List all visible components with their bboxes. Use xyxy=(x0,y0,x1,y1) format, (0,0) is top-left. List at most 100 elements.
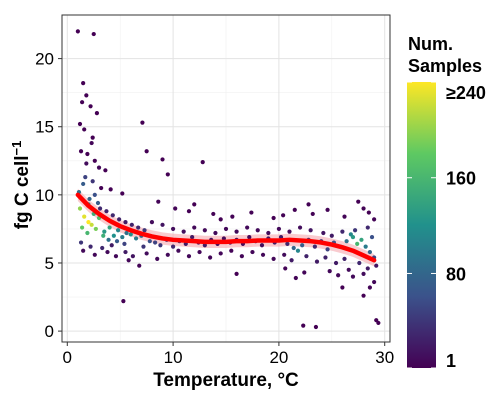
trend-layer xyxy=(75,192,377,263)
data-point xyxy=(92,252,97,257)
trend-line xyxy=(75,192,377,263)
data-point xyxy=(361,206,366,211)
data-point xyxy=(75,29,80,34)
data-point xyxy=(200,160,205,165)
data-point xyxy=(229,248,234,253)
data-point xyxy=(234,229,239,234)
data-point xyxy=(260,252,266,257)
data-point xyxy=(255,228,260,233)
data-point xyxy=(293,275,298,281)
y-tick-label: 5 xyxy=(45,254,54,273)
data-point xyxy=(107,225,112,230)
data-point xyxy=(186,254,192,259)
data-point xyxy=(111,233,116,238)
data-point xyxy=(192,202,197,207)
data-point xyxy=(271,256,276,261)
data-point xyxy=(234,271,239,276)
data-point xyxy=(78,240,84,245)
data-point xyxy=(223,226,229,232)
data-point xyxy=(93,226,98,232)
data-point xyxy=(350,274,356,279)
data-point xyxy=(336,273,341,278)
data-point xyxy=(271,215,276,221)
data-point xyxy=(121,299,126,304)
data-point xyxy=(84,93,89,98)
data-point xyxy=(117,217,122,222)
data-point xyxy=(94,111,100,116)
x-tick-label: 0 xyxy=(63,348,72,367)
data-point xyxy=(126,258,131,263)
data-point xyxy=(106,237,111,242)
data-point xyxy=(100,245,105,251)
data-point xyxy=(361,271,366,276)
data-point xyxy=(92,158,97,163)
data-point xyxy=(83,175,88,180)
data-point xyxy=(92,192,97,197)
data-point xyxy=(359,237,364,242)
data-point xyxy=(97,206,103,211)
data-point xyxy=(306,202,311,207)
data-point xyxy=(89,222,94,227)
data-point xyxy=(81,81,86,86)
y-axis-title-superscript: −1 xyxy=(9,141,24,156)
data-point xyxy=(367,285,372,290)
data-point xyxy=(147,239,152,244)
data-point xyxy=(129,222,134,227)
data-point xyxy=(102,229,107,234)
data-point xyxy=(114,239,120,244)
data-point xyxy=(245,225,250,230)
data-point xyxy=(266,230,271,236)
y-tick-label: 20 xyxy=(35,50,54,69)
data-point xyxy=(99,185,104,191)
data-point xyxy=(108,187,113,192)
data-point xyxy=(211,211,216,217)
data-point xyxy=(321,230,326,236)
data-point xyxy=(190,234,195,240)
data-point xyxy=(361,293,366,298)
data-point xyxy=(113,254,119,259)
data-point xyxy=(140,120,145,125)
data-point xyxy=(221,236,226,241)
data-point xyxy=(81,181,86,187)
data-point xyxy=(158,243,163,248)
data-point xyxy=(367,249,372,255)
data-point xyxy=(329,233,334,238)
data-point xyxy=(369,234,375,240)
data-point xyxy=(308,228,313,233)
data-point xyxy=(197,249,202,255)
data-point xyxy=(165,172,170,177)
data-point xyxy=(366,210,371,215)
gridlines xyxy=(62,15,390,342)
data-point xyxy=(291,245,296,251)
data-point xyxy=(176,248,181,253)
colorbar-tick-layer: ≥240 160 80 1 xyxy=(407,81,486,371)
data-point xyxy=(350,234,356,240)
data-point xyxy=(344,239,349,244)
data-point xyxy=(283,266,288,271)
data-point xyxy=(230,214,235,219)
data-point xyxy=(133,236,139,241)
data-point xyxy=(77,206,83,211)
data-point xyxy=(276,226,282,232)
data-point xyxy=(186,209,192,214)
data-point xyxy=(208,255,213,260)
data-point xyxy=(239,254,244,259)
data-point xyxy=(340,229,345,234)
data-point xyxy=(333,260,339,266)
data-point xyxy=(357,260,362,266)
data-point xyxy=(247,234,252,240)
data-point xyxy=(218,217,223,222)
data-point xyxy=(365,266,370,271)
data-point xyxy=(77,121,83,127)
data-point xyxy=(374,263,379,268)
tick-layer: 0 10 20 30 0 5 10 15 20 xyxy=(35,50,394,367)
data-point xyxy=(120,234,125,240)
y-axis-title: fg C cell−1 xyxy=(9,141,33,230)
data-point xyxy=(91,31,96,37)
data-point xyxy=(137,263,142,268)
data-point xyxy=(88,104,93,109)
data-point xyxy=(213,230,218,236)
data-point xyxy=(170,226,176,232)
data-point xyxy=(153,240,158,245)
